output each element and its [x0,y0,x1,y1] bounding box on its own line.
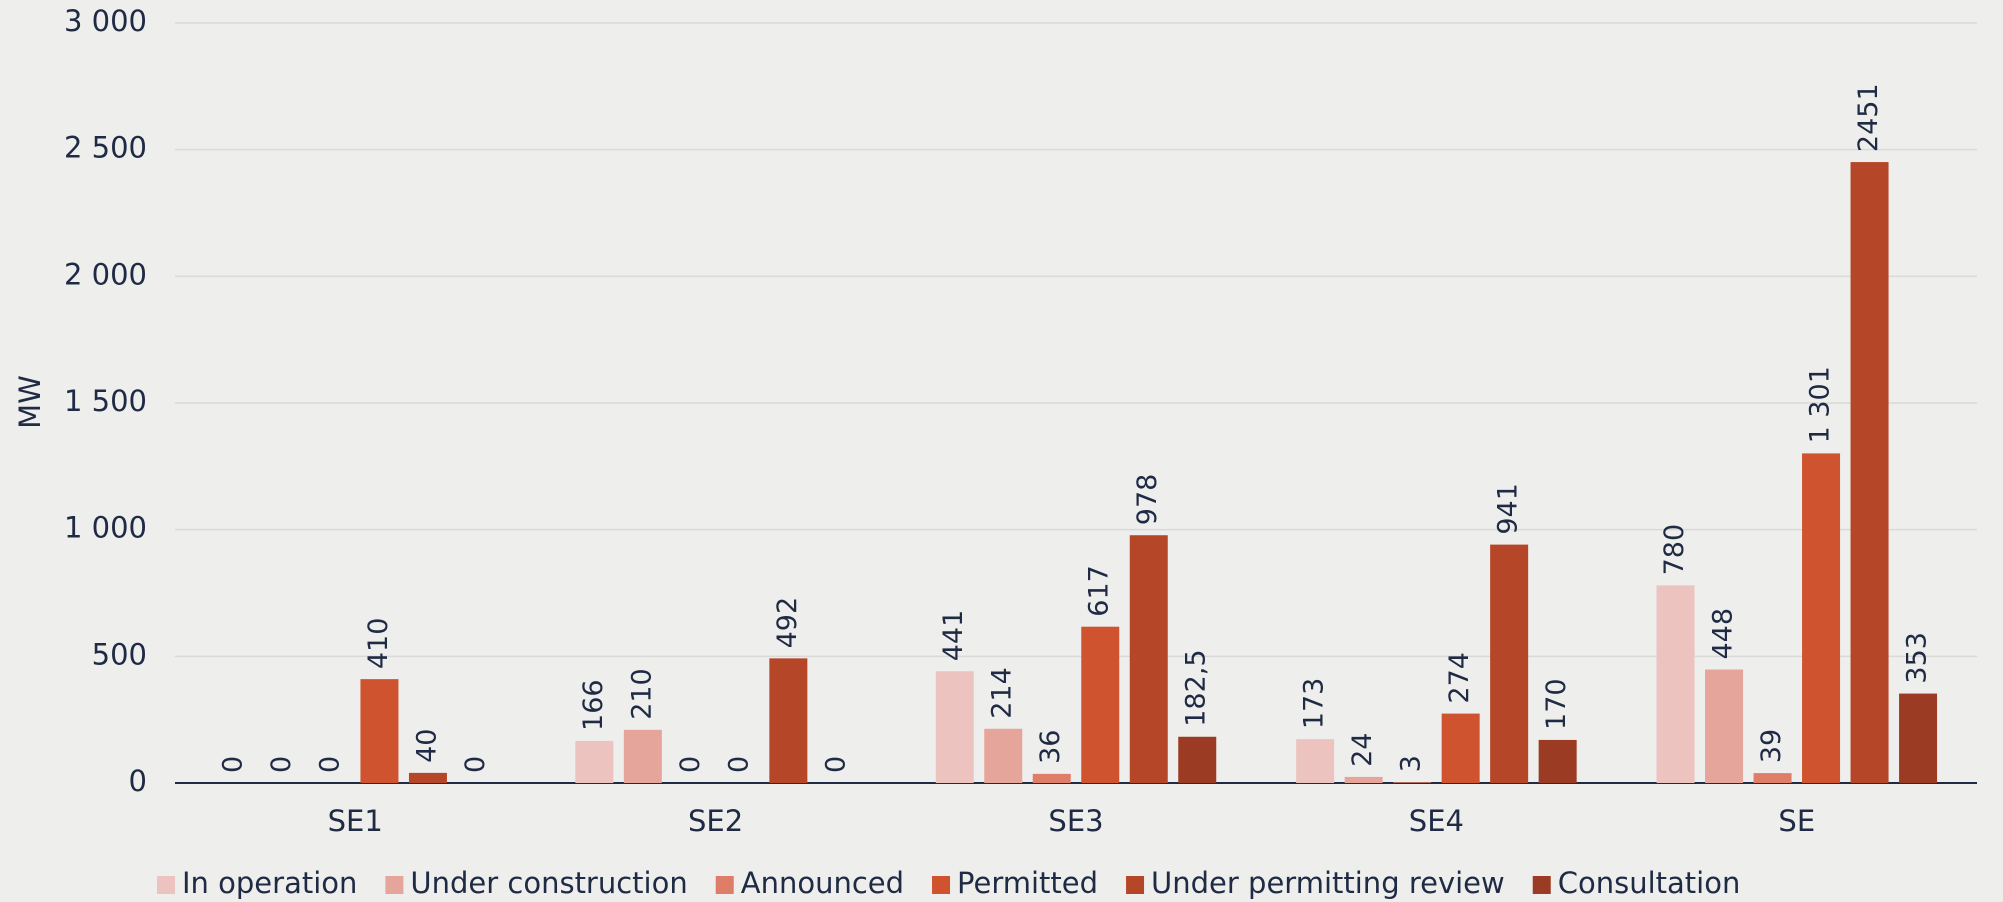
data-label: 410 [363,618,394,670]
data-label: 2451 [1853,83,1884,152]
bar [1899,693,1938,783]
data-label: 353 [1902,632,1933,684]
x-tick-label: SE3 [1048,804,1103,838]
y-tick-label: 2 500 [64,131,147,165]
bar [1393,782,1432,783]
bar [1753,773,1792,783]
data-label: 173 [1299,678,1330,730]
data-label: 210 [626,668,657,720]
y-tick-label: 3 000 [64,4,147,38]
data-label: 36 [1035,730,1066,764]
x-tick-label: SE4 [1409,804,1464,838]
bar [1081,626,1120,783]
legend-label: In operation [182,866,357,900]
bar [1656,585,1695,783]
legend-swatch [385,876,404,894]
bar [1490,544,1529,783]
bar [1178,736,1217,783]
bar [623,729,662,783]
bar [1032,773,1071,783]
x-tick-label: SE2 [688,804,743,838]
y-tick-label: 500 [92,637,147,671]
data-label: 0 [314,756,345,773]
bar [1129,535,1168,783]
bar [575,740,614,783]
data-label: 170 [1541,678,1572,730]
y-tick-label: 1 500 [64,384,147,418]
data-label: 3 [1396,755,1427,772]
data-label: 978 [1132,474,1163,526]
bar [1538,739,1577,783]
bar [360,679,399,783]
y-tick-label: 0 [129,764,147,798]
data-label: 182,5 [1181,649,1212,726]
data-label: 780 [1659,524,1690,576]
legend-swatch [932,876,951,894]
bar [1705,669,1744,783]
bar [1802,453,1841,783]
bar [408,772,447,783]
bar [769,658,808,783]
bar [1344,776,1383,783]
legend-label: Permitted [957,866,1098,900]
legend-label: Under permitting review [1151,866,1505,900]
legend-label: Announced [741,866,904,900]
data-label: 941 [1493,483,1524,535]
legend-swatch [157,876,175,894]
data-label: 448 [1708,608,1739,660]
bar [1296,739,1335,783]
bar [1441,713,1480,783]
data-label: 617 [1084,565,1115,617]
bar [1850,162,1889,783]
data-label: 39 [1756,729,1787,763]
data-label: 0 [217,756,248,773]
legend-swatch [1532,876,1551,894]
data-label: 1 301 [1805,366,1836,443]
data-label: 0 [460,756,491,773]
data-label: 166 [578,679,609,731]
bar [984,728,1023,783]
x-tick-label: SE1 [328,804,383,838]
bar [935,671,974,783]
data-label: 0 [820,756,851,773]
legend-swatch [1126,876,1145,894]
data-label: 0 [723,756,754,773]
legend-label: Consultation [1558,866,1741,900]
data-label: 492 [772,597,803,649]
data-label: 24 [1347,733,1378,767]
data-label: 274 [1444,652,1475,704]
data-label: 441 [938,610,969,662]
y-tick-label: 1 000 [64,511,147,545]
y-tick-label: 2 000 [64,257,147,291]
legend-label: Under construction [410,866,687,900]
x-tick-label: SE [1778,804,1815,838]
data-label: 40 [411,729,442,763]
data-label: 214 [987,667,1018,719]
y-axis-label: MW [13,375,47,429]
data-label: 0 [675,756,706,773]
legend-swatch [715,876,734,894]
data-label: 0 [266,756,297,773]
